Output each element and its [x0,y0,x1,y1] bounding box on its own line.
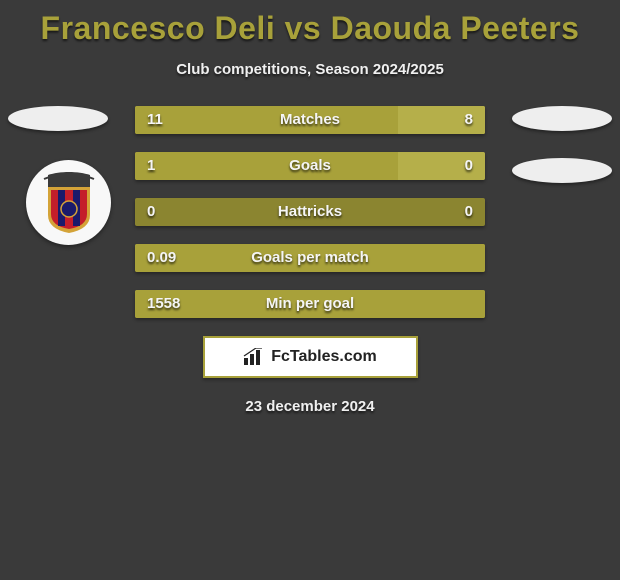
stat-row: 1Goals0 [135,152,485,180]
player-right-avatar-oval-1 [512,106,612,131]
player-right-avatar-oval-2 [512,158,612,183]
comparison-content: 11Matches81Goals00Hattricks00.09Goals pe… [0,106,620,415]
subtitle: Club competitions, Season 2024/2025 [0,61,620,78]
footer-date: 23 december 2024 [0,398,620,415]
club-badge-icon [42,171,96,235]
brand-badge: FcTables.com [203,336,418,378]
stat-row: 0.09Goals per match [135,244,485,272]
chart-icon [243,348,265,366]
stat-value-right: 0 [465,198,473,226]
stat-row: 1558Min per goal [135,290,485,318]
brand-text: FcTables.com [271,348,377,366]
stat-row: 0Hattricks0 [135,198,485,226]
stat-row: 11Matches8 [135,106,485,134]
page-title: Francesco Deli vs Daouda Peeters [0,0,620,47]
stat-value-right: 0 [465,152,473,180]
stat-label: Goals per match [135,244,485,272]
stat-label: Goals [135,152,485,180]
stat-label: Hattricks [135,198,485,226]
player-left-club-badge [26,160,111,245]
stat-label: Matches [135,106,485,134]
player-left-avatar-oval [8,106,108,131]
stats-bars: 11Matches81Goals00Hattricks00.09Goals pe… [135,106,485,318]
stat-value-right: 8 [465,106,473,134]
stat-label: Min per goal [135,290,485,318]
